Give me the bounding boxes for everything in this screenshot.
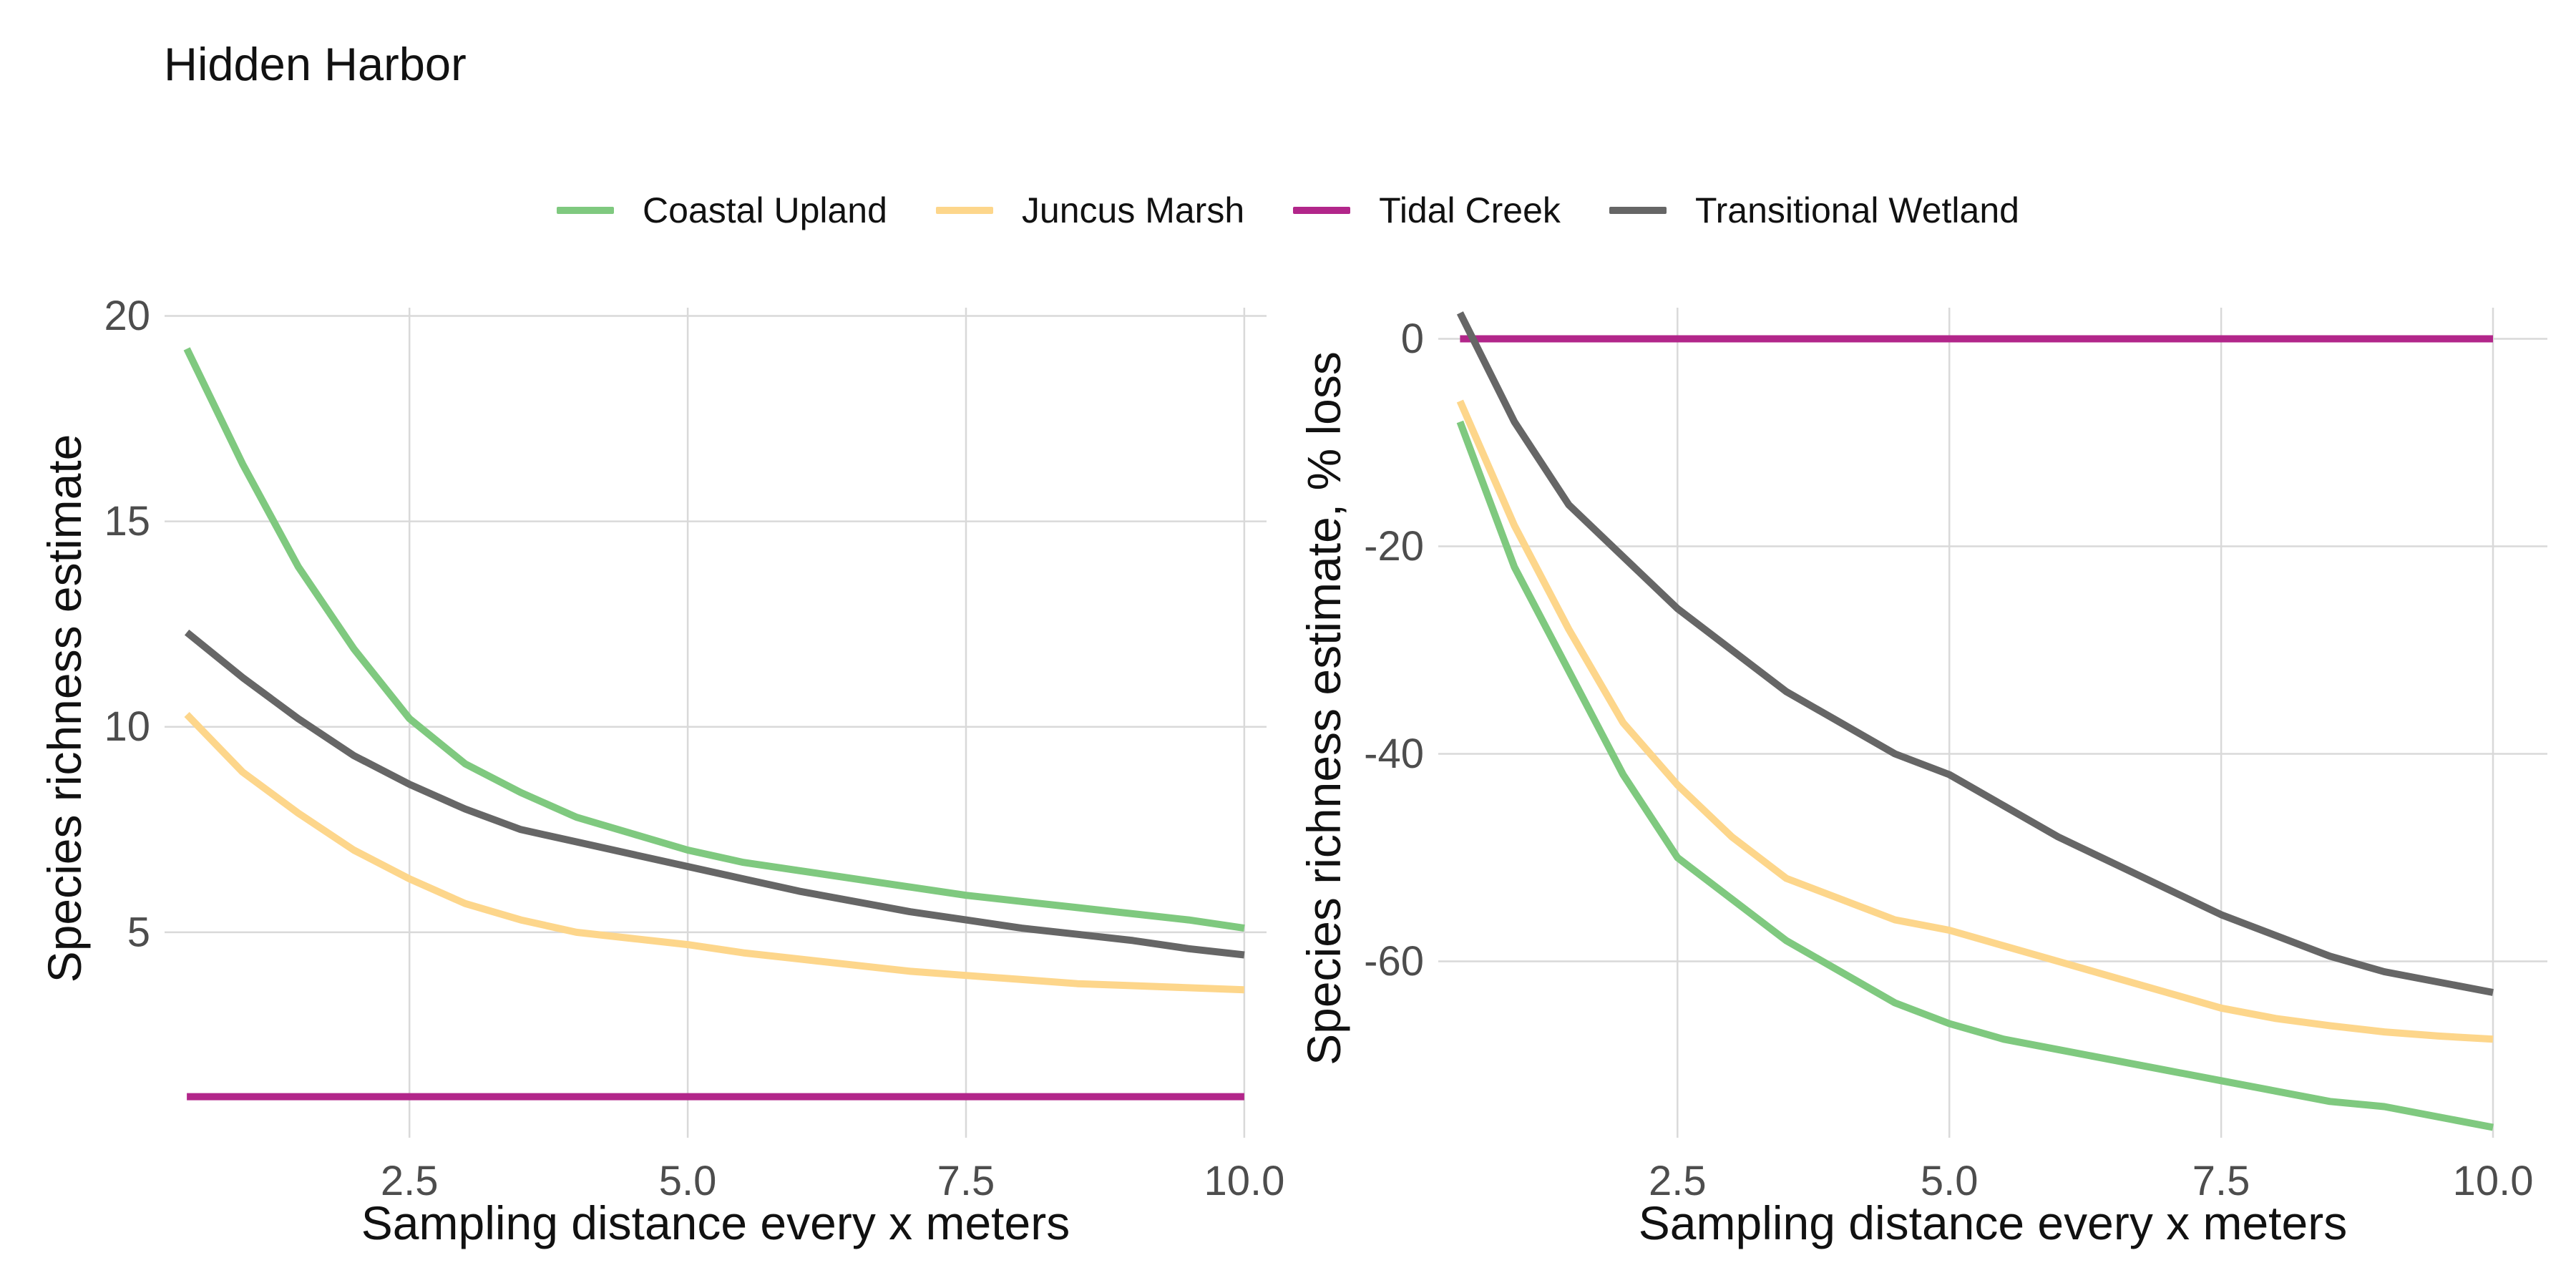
legend: Coastal Upland Juncus Marsh Tidal Creek … <box>0 182 2576 239</box>
left-series-juncus-marsh <box>184 712 1245 994</box>
right-y-tick-label: -20 <box>1364 523 1424 570</box>
right-x-axis-title: Sampling distance every x meters <box>1639 1196 2347 1249</box>
left-y-axis-title: Species richness estimate <box>38 434 91 983</box>
legend-label-tidal-creek: Tidal Creek <box>1379 190 1561 230</box>
left-y-tick-label: 5 <box>127 909 150 955</box>
legend-item-juncus-marsh: Juncus Marsh <box>935 190 1245 231</box>
legend-item-transitional-wetland: Transitional Wetland <box>1609 190 2019 231</box>
legend-item-coastal-upland: Coastal Upland <box>557 190 887 231</box>
right-y-axis-title: Species richness estimate, % loss <box>1297 351 1350 1065</box>
left-x-axis-title: Sampling distance every x meters <box>361 1196 1070 1249</box>
right-y-tick-label: -60 <box>1364 938 1424 985</box>
right-series-transitional-wetland <box>1456 311 2494 996</box>
right-y-tick-label: 0 <box>1401 316 1424 362</box>
right-series-coastal-upland <box>1456 420 2494 1131</box>
left-series-transitional-wetland <box>184 629 1245 959</box>
right-series-juncus-marsh <box>1456 399 2494 1043</box>
left-y-tick-label: 10 <box>104 703 150 750</box>
legend-key-coastal-upland <box>557 207 615 214</box>
right-x-tick-label: 2.5 <box>1649 1158 1707 1204</box>
chart-title: Hidden Harbor <box>164 38 467 90</box>
left-x-tick-label: 2.5 <box>381 1158 439 1204</box>
left-y-tick-label: 20 <box>104 293 150 339</box>
right-x-tick-label: 10.0 <box>2453 1158 2534 1204</box>
legend-item-tidal-creek: Tidal Creek <box>1293 190 1561 231</box>
left-y-tick-label: 15 <box>104 498 150 545</box>
legend-key-tidal-creek <box>1293 207 1351 214</box>
legend-key-transitional-wetland <box>1609 207 1667 214</box>
legend-key-juncus-marsh <box>935 207 993 214</box>
right-y-tick-label: -40 <box>1364 731 1424 777</box>
legend-label-transitional-wetland: Transitional Wetland <box>1694 190 2019 230</box>
right-x-tick-label: 5.0 <box>1921 1158 1979 1204</box>
left-x-tick-label: 10.0 <box>1204 1158 1284 1204</box>
legend-label-juncus-marsh: Juncus Marsh <box>1021 190 1245 230</box>
right-x-tick-label: 7.5 <box>2192 1158 2250 1204</box>
left-x-tick-label: 5.0 <box>659 1158 717 1204</box>
left-series-coastal-upland <box>183 347 1245 932</box>
legend-label-coastal-upland: Coastal Upland <box>643 190 887 230</box>
left-panel: 2.5 5.0 7.5 10.0 5 10 15 20 Sampling distance ev… <box>38 293 1284 1249</box>
right-panel: 2.5 5.0 7.5 10.0 0 -20 -40 -60 Sampling distance… <box>1297 308 2547 1249</box>
left-x-tick-label: 7.5 <box>937 1158 995 1204</box>
